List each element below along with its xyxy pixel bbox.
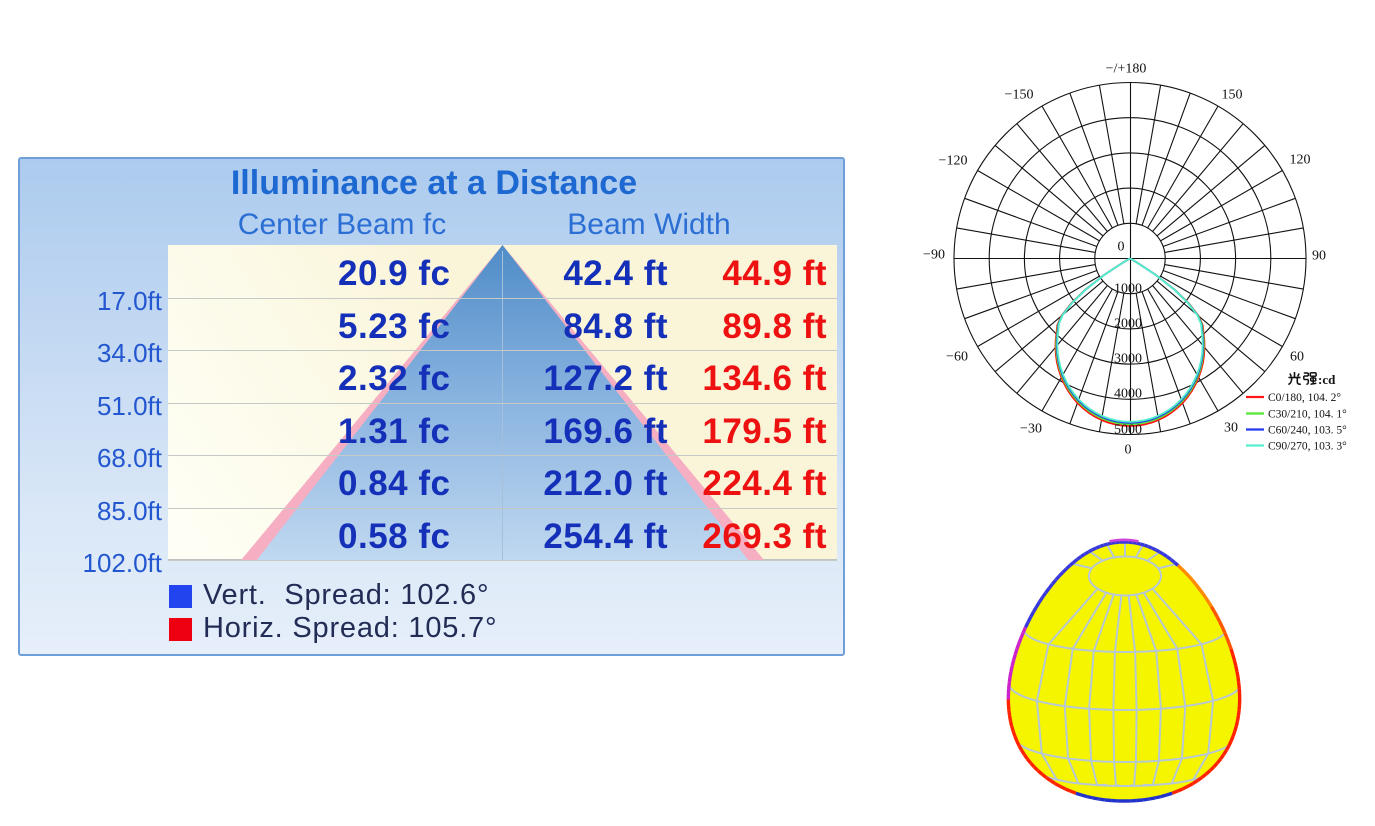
svg-text:C90/270, 103. 3°: C90/270, 103. 3° <box>1268 441 1347 453</box>
svg-text:5000: 5000 <box>1114 423 1142 438</box>
svg-text:−60: −60 <box>946 350 968 365</box>
svg-text:30: 30 <box>1224 421 1238 436</box>
svg-text:−90: −90 <box>923 248 945 263</box>
svg-text:4000: 4000 <box>1114 387 1142 402</box>
svg-text:−30: −30 <box>1020 422 1042 437</box>
svg-text:C0/180, 104. 2°: C0/180, 104. 2° <box>1268 392 1341 404</box>
svg-text:150: 150 <box>1222 88 1243 103</box>
svg-text::cd: :cd <box>1318 372 1336 387</box>
svg-text:−150: −150 <box>1005 88 1034 103</box>
svg-text:C60/240, 103. 5°: C60/240, 103. 5° <box>1268 425 1347 437</box>
svg-text:−/+180: −/+180 <box>1106 62 1147 77</box>
svg-text:90: 90 <box>1312 249 1326 264</box>
svg-text:60: 60 <box>1290 350 1304 365</box>
svg-text:3000: 3000 <box>1114 352 1142 367</box>
svg-text:1000: 1000 <box>1114 282 1142 297</box>
svg-text:0: 0 <box>1118 240 1125 255</box>
svg-text:2000: 2000 <box>1114 317 1142 332</box>
svg-text:C30/210, 104. 1°: C30/210, 104. 1° <box>1268 409 1347 421</box>
svg-text:120: 120 <box>1290 153 1311 168</box>
svg-text:0: 0 <box>1125 443 1132 458</box>
svg-text:−120: −120 <box>939 154 968 169</box>
